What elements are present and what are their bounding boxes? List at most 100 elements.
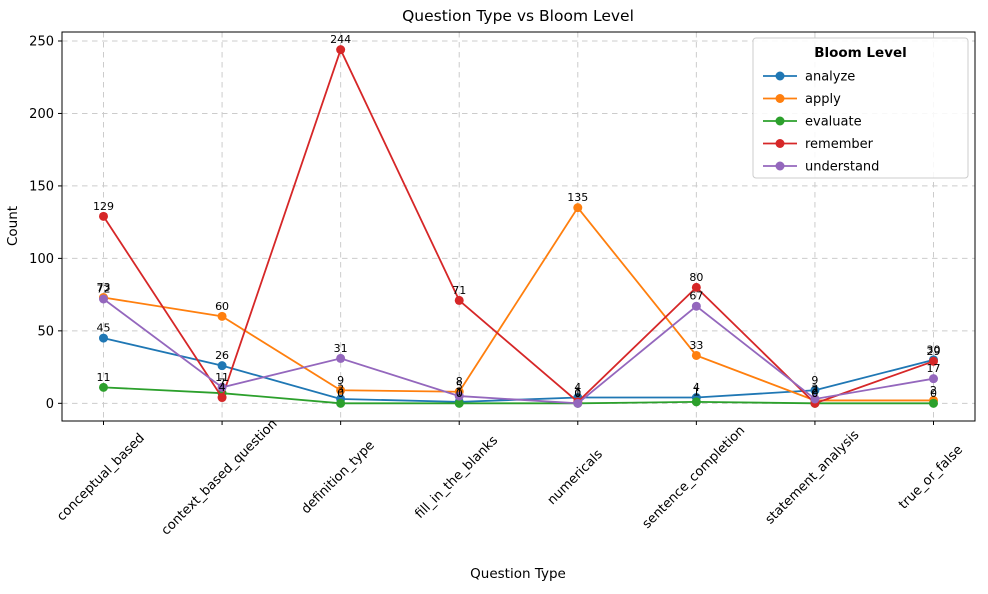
plot-border (61, 31, 976, 422)
data-point-understand (929, 374, 938, 384)
y-tick-label: 150 (29, 179, 54, 194)
point-label-understand: 3 (811, 382, 818, 395)
point-label-evaluate: 0 (456, 387, 463, 400)
data-point-apply (691, 350, 701, 360)
point-label-evaluate: 0 (930, 387, 937, 400)
data-point-apply (336, 385, 346, 395)
point-label-evaluate: 0 (574, 387, 581, 400)
legend-item-label: apply (805, 92, 841, 107)
legend-marker (775, 94, 785, 103)
point-label-evaluate: 0 (337, 387, 344, 400)
data-point-understand (454, 391, 464, 401)
y-tick-label: 50 (37, 324, 54, 339)
y-tick-label: 250 (29, 34, 54, 49)
point-label-apply: 8 (456, 375, 463, 388)
point-label-understand: 0 (574, 387, 581, 400)
point-label-apply: 33 (689, 339, 703, 352)
data-point-remember (336, 45, 346, 55)
y-tick-label: 100 (29, 252, 54, 267)
data-point-understand (217, 382, 227, 392)
data-point-analyze (217, 361, 227, 371)
data-point-analyze (99, 333, 108, 343)
data-point-remember (217, 393, 227, 403)
legend-frame (752, 37, 969, 179)
legend-item-label: understand (805, 160, 879, 175)
point-label-apply: 2 (811, 384, 818, 397)
y-axis-label: Count (5, 206, 21, 246)
x-tick-label: conceptual_based (54, 431, 148, 525)
point-label-understand: 11 (215, 371, 229, 384)
point-label-understand: 31 (334, 342, 348, 355)
point-label-understand: 67 (689, 290, 703, 303)
point-label-analyze: 9 (811, 374, 818, 387)
data-point-remember (929, 356, 938, 366)
data-point-remember (454, 295, 464, 305)
legend: Bloom Level analyze apply evaluate remember u… (752, 37, 969, 179)
point-label-analyze: 3 (337, 382, 344, 395)
data-point-understand (691, 301, 701, 311)
point-label-remember: 29 (927, 345, 941, 358)
x-axis-label: Question Type (470, 566, 566, 582)
point-label-apply: 135 (567, 191, 588, 204)
x-tick-label: numericals (545, 447, 606, 508)
y-tick-label: 200 (29, 107, 54, 122)
point-label-evaluate: 1 (693, 385, 700, 398)
x-tick-label: fill_in_the_blanks (412, 433, 501, 522)
series-line-understand (102, 298, 934, 405)
point-label-analyze: 4 (693, 381, 700, 394)
point-label-evaluate: 7 (219, 377, 226, 390)
legend-item-label: analyze (805, 70, 855, 85)
legend-item-label: remember (805, 137, 874, 152)
point-label-remember: 0 (811, 387, 818, 400)
data-point-evaluate (99, 382, 108, 392)
legend-item-remember: remember (763, 137, 874, 152)
point-label-remember: 4 (219, 381, 226, 394)
point-label-analyze: 30 (927, 343, 941, 356)
series-line-evaluate (103, 386, 934, 405)
data-point-evaluate (929, 398, 938, 408)
data-point-analyze (810, 385, 820, 395)
point-label-analyze: 26 (215, 349, 229, 362)
series-line-apply (103, 206, 934, 402)
point-label-understand: 17 (927, 362, 941, 375)
point-label-understand: 5 (456, 380, 463, 393)
data-point-apply (217, 311, 227, 321)
data-point-understand (573, 398, 583, 408)
point-label-understand: 72 (97, 282, 111, 295)
legend-item-apply: apply (763, 92, 841, 107)
y-tick-label: 0 (46, 397, 54, 412)
point-label-apply: 73 (97, 281, 111, 294)
legend-title: Bloom Level (814, 45, 907, 61)
x-tick-label: sentence_completion (640, 423, 749, 532)
data-point-remember (691, 282, 701, 292)
x-tick-label: statement_analysis (763, 427, 863, 527)
point-label-remember: 244 (330, 33, 351, 46)
data-point-apply (573, 203, 583, 213)
point-label-remember: 129 (93, 200, 114, 213)
x-tick-label: definition_type (299, 438, 378, 517)
point-label-analyze: 1 (456, 385, 463, 398)
point-label-evaluate: 0 (811, 387, 818, 400)
legend-item-label: evaluate (805, 115, 862, 130)
x-tick-label: context_based_question (159, 417, 281, 539)
legend-marker (775, 116, 785, 126)
data-point-evaluate (454, 398, 464, 408)
point-label-apply: 2 (930, 384, 937, 397)
data-point-evaluate (336, 398, 346, 408)
point-label-remember: 71 (452, 284, 466, 297)
legend-item-evaluate: evaluate (763, 115, 862, 130)
legend-marker (775, 161, 785, 171)
legend-item-understand: understand (763, 160, 879, 175)
point-label-analyze: 4 (574, 381, 581, 394)
data-point-remember (99, 211, 108, 221)
chart-title: Question Type vs Bloom Level (402, 7, 634, 25)
point-label-evaluate: 11 (97, 371, 111, 384)
series-understand (99, 294, 938, 408)
data-point-understand (99, 294, 108, 304)
data-point-evaluate (691, 397, 701, 407)
legend-marker (775, 71, 785, 81)
